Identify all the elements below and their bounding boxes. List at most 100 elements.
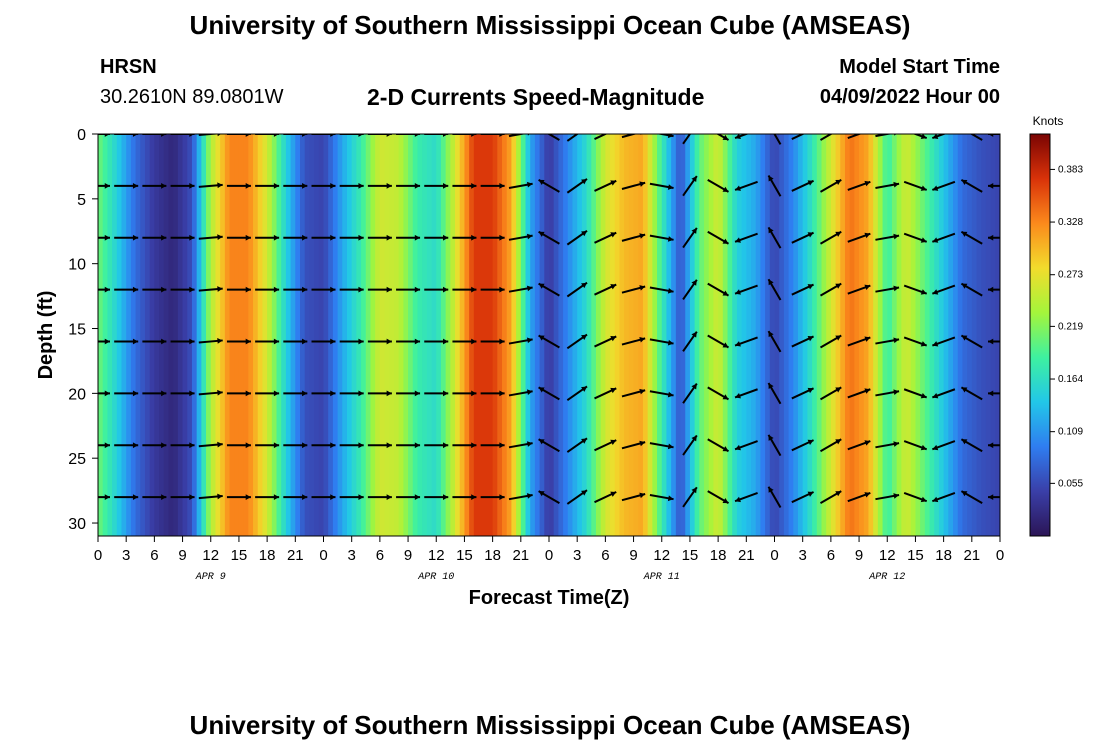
heatmap-cell xyxy=(295,134,301,536)
current-vector xyxy=(198,134,223,137)
current-vector-head xyxy=(735,289,741,295)
heatmap-cell xyxy=(600,134,606,536)
heatmap-cell xyxy=(379,134,386,536)
current-vector-head xyxy=(189,234,195,241)
current-vector-head xyxy=(132,182,139,189)
heatmap-cell xyxy=(619,134,625,536)
heatmap-cell xyxy=(746,134,752,536)
current-vector-head xyxy=(768,331,774,338)
heatmap-cell xyxy=(290,134,296,536)
heatmap-cell xyxy=(797,134,804,536)
current-vector-head xyxy=(471,182,477,189)
current-vector-head xyxy=(835,231,842,237)
heatmap-cell xyxy=(426,134,433,536)
current-vector-head xyxy=(104,494,110,500)
heatmap-cell xyxy=(788,134,794,536)
heatmap-cell xyxy=(140,134,146,536)
current-vector-head xyxy=(161,390,167,397)
current-vector-head xyxy=(581,178,588,185)
heatmap-cell xyxy=(859,134,865,536)
current-vector-head xyxy=(581,127,587,132)
heatmap-cell xyxy=(732,134,738,536)
heatmap-cell xyxy=(835,134,841,536)
heatmap-cell xyxy=(628,134,635,536)
current-vector-head xyxy=(667,443,674,450)
y-tick-label: 20 xyxy=(68,386,86,403)
current-vector-head xyxy=(691,176,697,183)
heatmap-cell xyxy=(985,134,992,536)
x-tick-label: 12 xyxy=(202,547,219,564)
heatmap-cell xyxy=(793,134,799,536)
current-vector-head xyxy=(386,338,392,345)
x-tick-label: 21 xyxy=(512,547,529,564)
current-vector-head xyxy=(610,284,617,290)
current-vector-head xyxy=(358,390,364,397)
heatmap-cell xyxy=(182,134,188,536)
heatmap-cell xyxy=(309,134,315,536)
heatmap-cell xyxy=(920,134,926,536)
heatmap-cell xyxy=(314,134,320,536)
heatmap-cell xyxy=(455,134,461,536)
heatmap-cell xyxy=(708,134,715,536)
current-vector-head xyxy=(722,134,729,140)
heatmap-cell xyxy=(300,134,306,536)
heatmap-cell xyxy=(849,134,855,536)
heatmap-cell xyxy=(976,134,982,536)
station-coordinates: 30.2610N 89.0801W xyxy=(100,86,284,108)
current-vector-head xyxy=(442,442,449,449)
current-vector-head xyxy=(414,338,421,345)
current-vector-head xyxy=(639,336,646,343)
x-tick-label: 6 xyxy=(376,547,384,564)
heatmap-cell xyxy=(948,134,954,536)
current-vector-head xyxy=(893,337,900,344)
x-tick-label: 0 xyxy=(545,547,553,564)
current-vector-head xyxy=(245,182,251,189)
current-vector-head xyxy=(835,491,842,497)
current-vector-head xyxy=(414,286,421,293)
current-vector-head xyxy=(835,387,842,393)
heatmap-cell xyxy=(196,134,202,536)
heatmap-cell xyxy=(154,134,160,536)
current-vector-head xyxy=(722,342,729,348)
current-vector-head xyxy=(691,383,697,390)
current-vector-head xyxy=(807,232,814,238)
current-vector-head xyxy=(864,336,871,342)
current-vector-head xyxy=(161,494,167,500)
current-vector-head xyxy=(161,442,167,449)
x-tick-label: 9 xyxy=(178,547,186,564)
colorbar-tick-label: 0.219 xyxy=(1058,321,1083,332)
current-vector-head xyxy=(358,182,364,189)
heatmap-cell xyxy=(191,134,198,536)
heatmap-cell xyxy=(826,134,832,536)
heatmap-cell xyxy=(769,134,776,536)
current-vector-head xyxy=(442,234,449,241)
y-axis-label: Depth (ft) xyxy=(35,291,57,380)
heatmap-cell xyxy=(685,134,691,536)
current-vector-head xyxy=(104,234,110,241)
heatmap-cell xyxy=(408,134,414,536)
heatmap-cell xyxy=(953,134,959,536)
current-vector-head xyxy=(735,444,741,451)
current-vector-head xyxy=(442,390,449,397)
heatmap-cell xyxy=(938,134,945,536)
heatmap-cell xyxy=(483,134,489,536)
heatmap-cell xyxy=(469,134,475,536)
current-vector-head xyxy=(273,390,280,397)
heatmap-cell xyxy=(328,134,334,536)
heatmap-cell xyxy=(243,134,249,536)
x-tick-label: 15 xyxy=(682,547,699,564)
heatmap-cell xyxy=(163,134,170,536)
current-vector-head xyxy=(920,185,927,191)
heatmap-cell xyxy=(102,134,108,536)
heatmap-cell xyxy=(967,134,973,536)
heatmap-cell xyxy=(896,134,902,536)
current-vector-head xyxy=(893,233,900,240)
heatmap-cell xyxy=(511,134,517,536)
current-vector-head xyxy=(302,338,308,345)
x-tick-label: 6 xyxy=(150,547,158,564)
heatmap-cell xyxy=(563,134,569,536)
heatmap-cell xyxy=(765,134,771,536)
current-vector-head xyxy=(639,181,646,187)
heatmap-cell xyxy=(112,134,118,536)
heatmap-cell xyxy=(647,134,653,536)
